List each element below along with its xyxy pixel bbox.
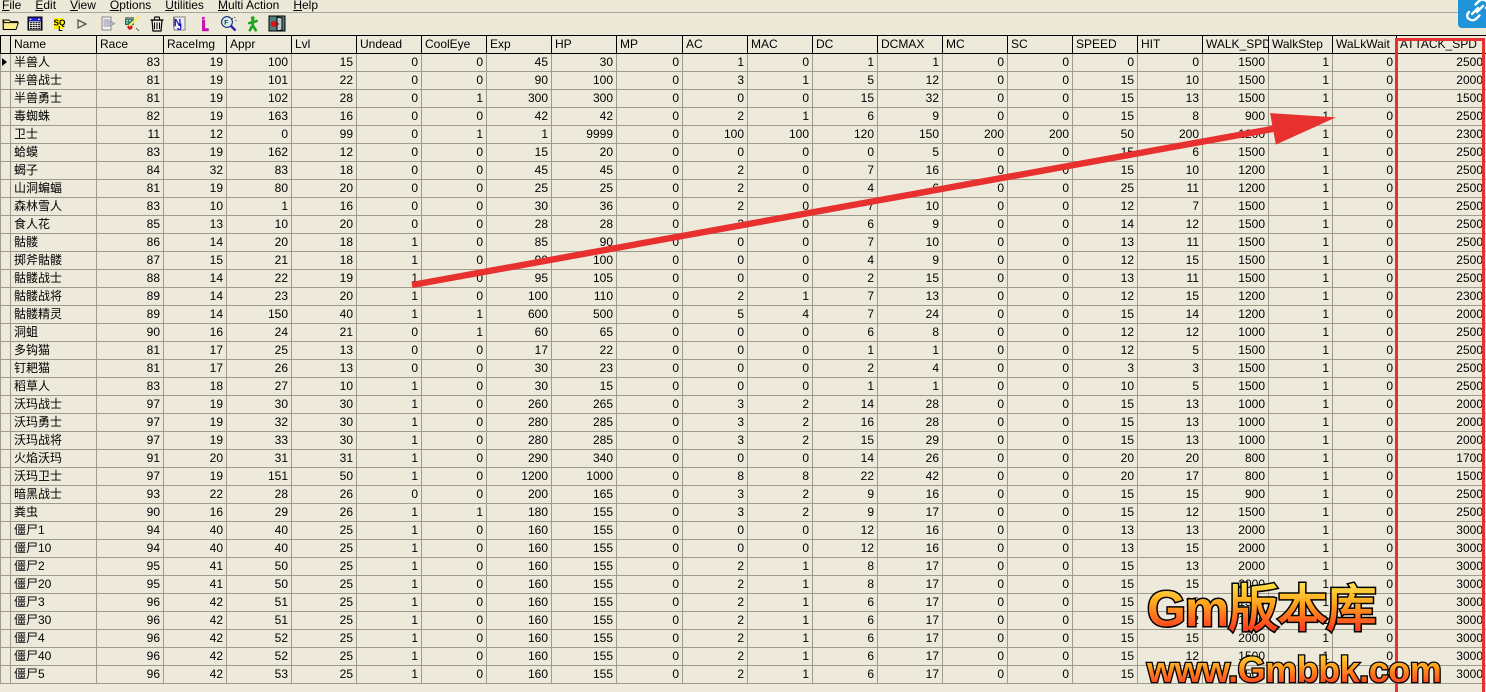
- svg-text:J: J: [177, 22, 182, 32]
- svg-text:L: L: [58, 24, 63, 33]
- svg-text:F: F: [224, 20, 228, 27]
